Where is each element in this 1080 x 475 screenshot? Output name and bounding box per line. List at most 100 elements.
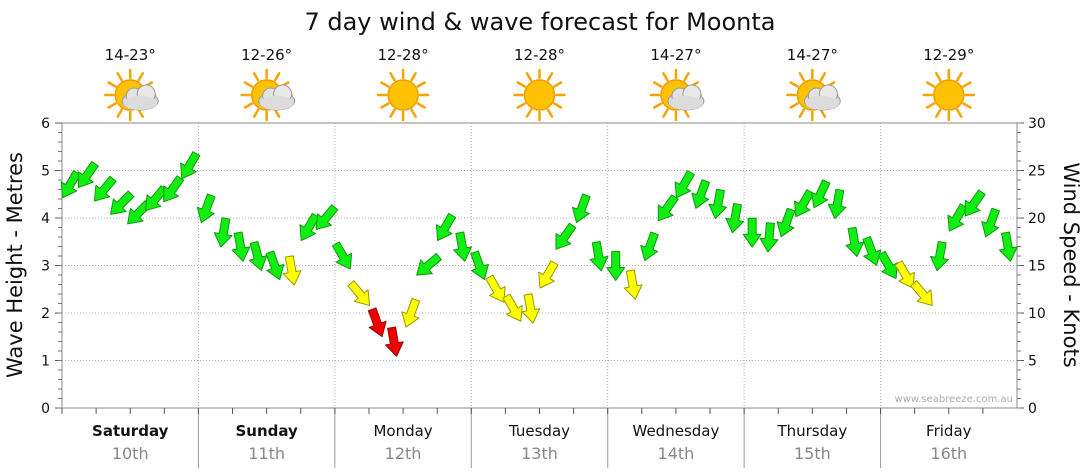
wind-arrow — [502, 293, 523, 322]
wind-arrow — [810, 179, 831, 209]
left-tick-label: 0 — [41, 401, 50, 417]
right-tick-label: 5 — [1028, 354, 1037, 370]
wind-arrow — [435, 212, 457, 241]
day-temp-range: 12-28° — [514, 46, 565, 64]
day-temp-range: 12-28° — [378, 46, 429, 64]
day-date: 13th — [521, 444, 558, 463]
wind-arrow — [416, 252, 442, 276]
day-name: Tuesday — [508, 422, 570, 440]
wind-arrow — [845, 226, 865, 258]
right-axis-label: Wind Speed - Knots — [1059, 162, 1080, 367]
right-tick-label: 20 — [1028, 211, 1046, 227]
wind-arrow — [347, 280, 371, 306]
wind-arrow — [521, 293, 541, 324]
wind-arrow — [623, 269, 643, 300]
right-tick-label: 10 — [1028, 306, 1046, 322]
wind-arrow — [163, 175, 185, 203]
sun-icon — [513, 68, 566, 122]
right-tick-label: 30 — [1028, 116, 1046, 132]
partly-cloudy-icon — [103, 68, 159, 122]
day-date: 14th — [658, 444, 695, 463]
partly-cloudy-icon — [786, 68, 841, 122]
wind-arrow — [470, 250, 489, 281]
day-temp-range: 14-27° — [787, 46, 838, 64]
wind-arrow — [606, 251, 626, 281]
wind-arrow — [385, 326, 404, 357]
day-date: 15th — [794, 444, 831, 463]
partly-cloudy-icon — [649, 68, 705, 122]
wind-arrow — [589, 241, 609, 272]
right-tick-label: 25 — [1028, 164, 1046, 180]
wind-arrow — [367, 307, 387, 338]
left-axis: 0 1 2 3 4 5 6 — [41, 116, 62, 417]
wind-arrow — [708, 188, 728, 220]
day-date: 10th — [112, 444, 149, 463]
wind-arrow — [571, 193, 591, 224]
wind-arrow — [964, 189, 986, 217]
wind-arrow — [640, 231, 659, 262]
wind-arrow — [60, 170, 81, 199]
chart-title: 7 day wind & wave forecast for Moonta — [304, 8, 775, 36]
left-tick-label: 2 — [41, 306, 50, 322]
wind-arrow — [110, 190, 135, 215]
wind-arrow — [265, 250, 285, 281]
wind-arrow — [862, 236, 882, 266]
wind-arrow — [894, 260, 915, 289]
day-date: 11th — [248, 444, 285, 463]
wind-arrow — [947, 203, 968, 232]
wind-arrow — [180, 151, 201, 180]
sun-icon — [922, 68, 976, 122]
wind-arrow — [248, 240, 268, 271]
wind-arrow — [930, 241, 949, 272]
sun-icon — [376, 68, 430, 122]
wind-arrow — [196, 193, 216, 224]
wind-arrow — [315, 204, 339, 230]
wind-arrow — [981, 207, 1000, 238]
day-name: Wednesday — [633, 422, 720, 440]
wind-arrow — [657, 194, 679, 222]
wind-arrow — [299, 212, 320, 241]
wind-arrow — [910, 280, 933, 306]
wind-arrow — [742, 217, 762, 248]
wind-arrow — [401, 297, 421, 328]
watermark: www.seabreeze.com.au — [895, 394, 1013, 405]
left-tick-label: 6 — [41, 116, 50, 132]
wind-arrow — [485, 274, 506, 303]
wind-arrow — [453, 231, 472, 262]
wind-arrow — [231, 231, 251, 262]
day-date: 16th — [930, 444, 967, 463]
day-date: 12th — [385, 444, 422, 463]
day-name: Friday — [926, 422, 972, 440]
left-tick-label: 5 — [41, 164, 50, 180]
day-name: Thursday — [776, 422, 847, 440]
grid-lines — [62, 123, 1017, 408]
wind-arrow — [93, 175, 117, 202]
wind-arrow — [331, 241, 353, 270]
wind-arrow — [538, 260, 559, 289]
wind-arrows — [60, 151, 1018, 357]
day-headers: Saturday 10th 14-23° Sunday 11th 12-26° Monday… — [92, 46, 976, 463]
partly-cloudy-icon — [240, 68, 296, 122]
wind-arrow — [674, 170, 695, 199]
wind-arrow — [282, 255, 302, 286]
wind-arrow — [77, 160, 99, 189]
day-temp-range: 12-29° — [923, 46, 974, 64]
left-tick-label: 1 — [41, 354, 50, 370]
day-name: Monday — [373, 422, 432, 440]
wind-arrow — [555, 222, 577, 250]
wind-arrow — [998, 231, 1018, 262]
right-axis: 0 5 10 15 20 25 30 — [1017, 116, 1046, 417]
right-tick-label: 0 — [1028, 401, 1037, 417]
wind-arrow — [827, 188, 847, 220]
left-axis-label: Wave Height - Metres — [3, 152, 27, 378]
day-temp-range: 12-26° — [241, 46, 292, 64]
wind-arrow — [776, 207, 796, 238]
wind-arrow — [759, 222, 779, 253]
right-tick-label: 15 — [1028, 259, 1046, 275]
left-tick-label: 4 — [41, 211, 50, 227]
day-name: Sunday — [235, 422, 298, 440]
day-name: Saturday — [92, 422, 169, 440]
wind-arrow — [213, 217, 233, 248]
x-axis — [61, 408, 984, 468]
